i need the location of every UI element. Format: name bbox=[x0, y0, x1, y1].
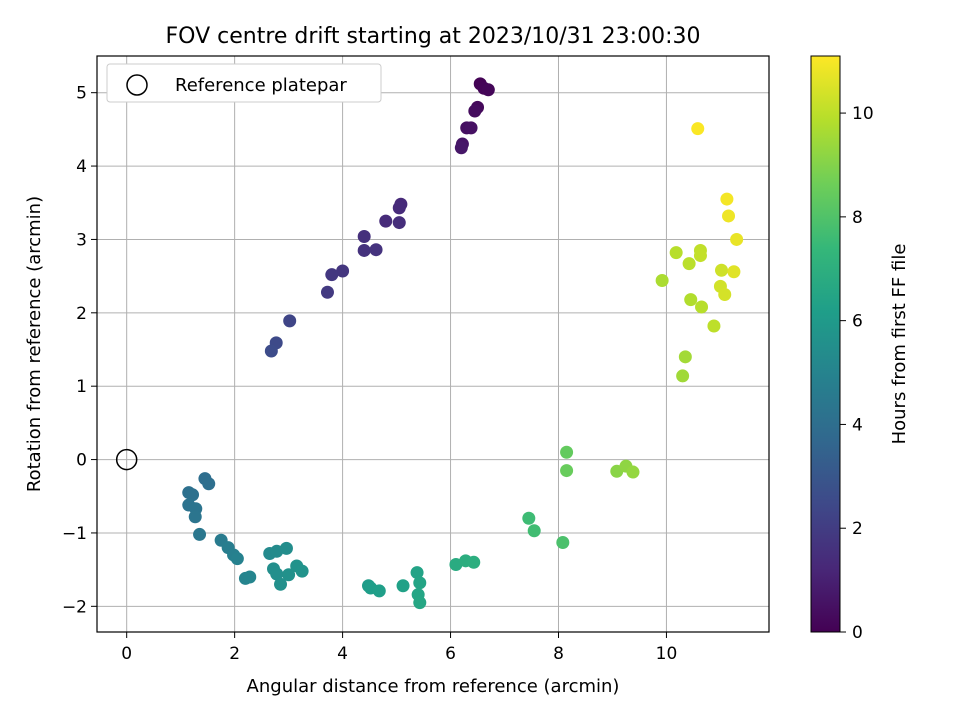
legend-box bbox=[106, 63, 382, 103]
data-point bbox=[720, 192, 734, 206]
colorbar-tick-label: 0 bbox=[852, 623, 863, 643]
colorbar-tick-label: 2 bbox=[852, 519, 863, 539]
x-tick-label: 8 bbox=[553, 644, 564, 664]
data-point bbox=[556, 535, 570, 549]
data-point bbox=[392, 216, 406, 230]
data-point bbox=[188, 510, 202, 524]
data-point bbox=[682, 257, 696, 271]
y-tick-label: 2 bbox=[76, 304, 87, 324]
y-tick-label: 3 bbox=[76, 230, 87, 250]
data-point bbox=[282, 568, 296, 582]
data-point bbox=[392, 201, 406, 215]
data-point bbox=[468, 104, 482, 118]
data-point bbox=[678, 350, 692, 364]
data-point bbox=[669, 246, 683, 260]
data-points bbox=[182, 77, 744, 610]
y-tick-label: 5 bbox=[76, 84, 87, 104]
colorbar-tick-label: 10 bbox=[852, 104, 874, 124]
data-point bbox=[279, 541, 293, 555]
data-point bbox=[243, 570, 257, 584]
colorbar bbox=[810, 55, 841, 633]
data-point bbox=[270, 567, 284, 581]
data-point bbox=[357, 230, 371, 244]
data-point bbox=[722, 209, 736, 223]
y-axis-ticks: −2 −1 0 1 2 3 4 5 bbox=[62, 84, 97, 617]
x-axis-label: Angular distance from reference (arcmin) bbox=[247, 676, 620, 697]
data-point bbox=[379, 214, 393, 228]
data-point bbox=[655, 274, 669, 288]
data-point bbox=[560, 464, 574, 478]
legend: Reference platepar bbox=[106, 63, 382, 103]
data-point bbox=[560, 445, 574, 459]
colorbar-tick-label: 4 bbox=[852, 415, 863, 435]
data-point bbox=[283, 314, 297, 328]
y-tick-label: −2 bbox=[62, 597, 87, 617]
y-tick-label: 0 bbox=[76, 451, 87, 471]
colorbar-label: Hours from first FF file bbox=[889, 244, 910, 445]
data-point bbox=[707, 319, 721, 333]
reference-platepar-marker bbox=[115, 448, 138, 471]
data-point bbox=[715, 263, 729, 277]
data-point bbox=[202, 477, 216, 491]
chart-title: FOV centre drift starting at 2023/10/31 … bbox=[166, 24, 701, 49]
data-point bbox=[413, 576, 427, 590]
colorbar-ticks: 0 2 4 6 8 10 bbox=[840, 104, 874, 643]
data-point bbox=[730, 232, 744, 246]
data-point bbox=[695, 300, 709, 314]
y-tick-label: −1 bbox=[62, 524, 87, 544]
data-point bbox=[626, 465, 640, 479]
data-point bbox=[693, 249, 707, 263]
data-point bbox=[676, 369, 690, 383]
data-point bbox=[357, 243, 371, 257]
data-point bbox=[295, 564, 309, 578]
colorbar-tick-label: 6 bbox=[852, 312, 863, 332]
data-point bbox=[684, 293, 698, 307]
x-tick-label: 4 bbox=[337, 644, 348, 664]
x-tick-label: 0 bbox=[121, 644, 132, 664]
data-point bbox=[522, 511, 536, 525]
data-point bbox=[481, 83, 495, 97]
x-axis-ticks: 0 2 4 6 8 10 bbox=[121, 632, 677, 664]
data-point bbox=[454, 141, 468, 155]
data-point bbox=[264, 344, 278, 358]
y-tick-label: 4 bbox=[76, 157, 87, 177]
data-point bbox=[325, 268, 339, 282]
grid-lines bbox=[97, 56, 769, 632]
data-point bbox=[691, 122, 705, 136]
data-point bbox=[527, 524, 541, 538]
data-point bbox=[320, 285, 334, 299]
data-point bbox=[413, 596, 427, 610]
data-point bbox=[464, 121, 478, 135]
x-tick-label: 10 bbox=[656, 644, 678, 664]
y-tick-label: 1 bbox=[76, 377, 87, 397]
x-tick-label: 2 bbox=[229, 644, 240, 664]
data-point bbox=[396, 579, 410, 593]
data-point bbox=[230, 552, 244, 566]
data-point bbox=[369, 243, 383, 257]
plot-frame bbox=[96, 55, 770, 633]
data-point bbox=[186, 488, 200, 502]
data-point bbox=[727, 265, 741, 279]
legend-marker-icon bbox=[126, 74, 148, 96]
data-point bbox=[410, 566, 424, 580]
data-point bbox=[467, 555, 481, 569]
colorbar-tick-label: 8 bbox=[852, 208, 863, 228]
x-tick-label: 6 bbox=[445, 644, 456, 664]
data-point bbox=[718, 287, 732, 301]
y-axis-label: Rotation from reference (arcmin) bbox=[24, 196, 45, 492]
data-point bbox=[372, 584, 386, 598]
data-point bbox=[336, 264, 350, 278]
data-point bbox=[193, 527, 207, 541]
legend-entry-reference-platepar: Reference platepar bbox=[175, 75, 347, 96]
data-point bbox=[274, 577, 288, 591]
